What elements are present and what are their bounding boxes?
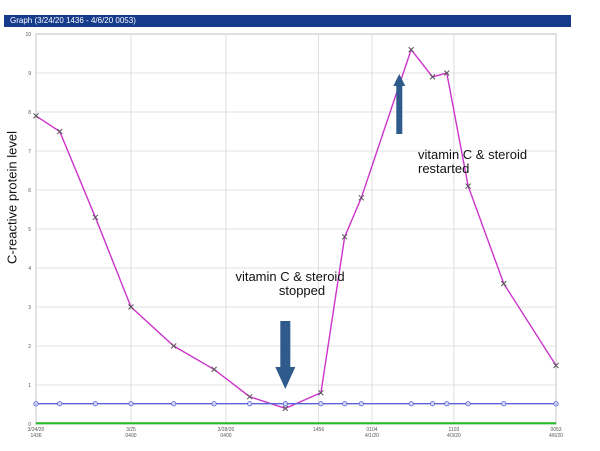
data-point bbox=[57, 401, 63, 407]
annotation-restarted-line2: restarted bbox=[418, 161, 470, 176]
annotation-arrows bbox=[275, 74, 406, 389]
y-tick-label: 10 bbox=[25, 32, 31, 38]
data-point bbox=[443, 70, 450, 76]
x-tick-label: 1436 bbox=[30, 433, 41, 439]
x-tick-label: 3/24/20 bbox=[28, 427, 45, 433]
annotation-restarted: vitamin C & steroid restarted bbox=[418, 148, 558, 176]
data-point bbox=[171, 401, 177, 407]
data-point bbox=[444, 401, 450, 407]
data-point bbox=[128, 401, 134, 407]
data-point bbox=[358, 194, 365, 201]
y-tick-label: 4 bbox=[28, 266, 31, 272]
annotation-stopped: vitamin C & steroid stopped bbox=[220, 270, 360, 298]
x-tick-label: 0053 bbox=[550, 427, 561, 433]
x-tick-label: 4/6/20 bbox=[549, 433, 563, 439]
data-point bbox=[92, 401, 98, 407]
x-tick-label: 0104 bbox=[366, 427, 377, 433]
y-tick-label: 2 bbox=[28, 344, 31, 350]
up-arrow-icon bbox=[393, 74, 406, 134]
data-point bbox=[553, 401, 559, 407]
y-tick-label: 7 bbox=[28, 149, 31, 155]
x-tick-label: 1103 bbox=[449, 427, 460, 433]
data-point bbox=[342, 401, 348, 407]
x-tick-label: 3/28/20 bbox=[218, 427, 235, 433]
down-arrow-icon bbox=[275, 321, 296, 389]
data-point bbox=[282, 401, 288, 407]
data-point bbox=[408, 46, 415, 53]
x-tick-label: 0400 bbox=[220, 433, 231, 439]
data-point bbox=[429, 74, 436, 80]
y-tick-label: 6 bbox=[28, 188, 31, 194]
window-title: Graph (3/24/20 1436 - 4/6/20 0053) bbox=[4, 15, 571, 27]
x-tick-label: 1456 bbox=[313, 427, 324, 433]
x-tick-label: 4/1/20 bbox=[365, 433, 379, 439]
x-tick-label: 0400 bbox=[125, 433, 136, 439]
data-point bbox=[170, 343, 177, 349]
data-point bbox=[211, 366, 217, 373]
y-tick-labels: 0 1 2 3 4 5 6 7 8 9 10 bbox=[25, 32, 31, 428]
data-point bbox=[211, 401, 217, 407]
data-point bbox=[56, 128, 63, 135]
annotation-stopped-line1: vitamin C & steroid bbox=[235, 269, 345, 284]
data-point bbox=[408, 401, 414, 407]
grid bbox=[35, 33, 557, 425]
y-tick-label: 9 bbox=[28, 71, 31, 77]
data-point bbox=[501, 401, 507, 407]
data-point bbox=[465, 401, 471, 407]
data-point bbox=[33, 401, 39, 407]
data-point bbox=[33, 113, 39, 119]
data-point bbox=[318, 389, 324, 396]
y-tick-label: 1 bbox=[28, 383, 31, 389]
data-point bbox=[246, 393, 253, 400]
annotation-restarted-line1: vitamin C & steroid bbox=[418, 147, 528, 162]
data-point bbox=[247, 401, 253, 407]
x-tick-label: 3/25 bbox=[126, 427, 136, 433]
y-tick-label: 3 bbox=[28, 305, 31, 311]
data-point bbox=[128, 304, 134, 310]
data-point bbox=[465, 183, 471, 189]
y-axis-label: C-reactive protein level bbox=[4, 131, 20, 264]
data-point bbox=[500, 280, 507, 287]
data-point bbox=[429, 401, 436, 407]
y-tick-label: 8 bbox=[28, 110, 31, 116]
y-tick-label: 0 bbox=[28, 422, 31, 428]
data-point bbox=[341, 233, 348, 240]
data-point bbox=[282, 405, 289, 412]
data-point bbox=[358, 401, 364, 407]
annotation-stopped-line2: stopped bbox=[278, 283, 326, 298]
x-tick-label: 4/3/20 bbox=[447, 433, 461, 439]
data-point bbox=[92, 214, 99, 221]
data-point bbox=[318, 401, 324, 407]
data-point bbox=[553, 362, 559, 369]
series-layer bbox=[33, 46, 559, 425]
y-tick-label: 5 bbox=[28, 227, 31, 233]
